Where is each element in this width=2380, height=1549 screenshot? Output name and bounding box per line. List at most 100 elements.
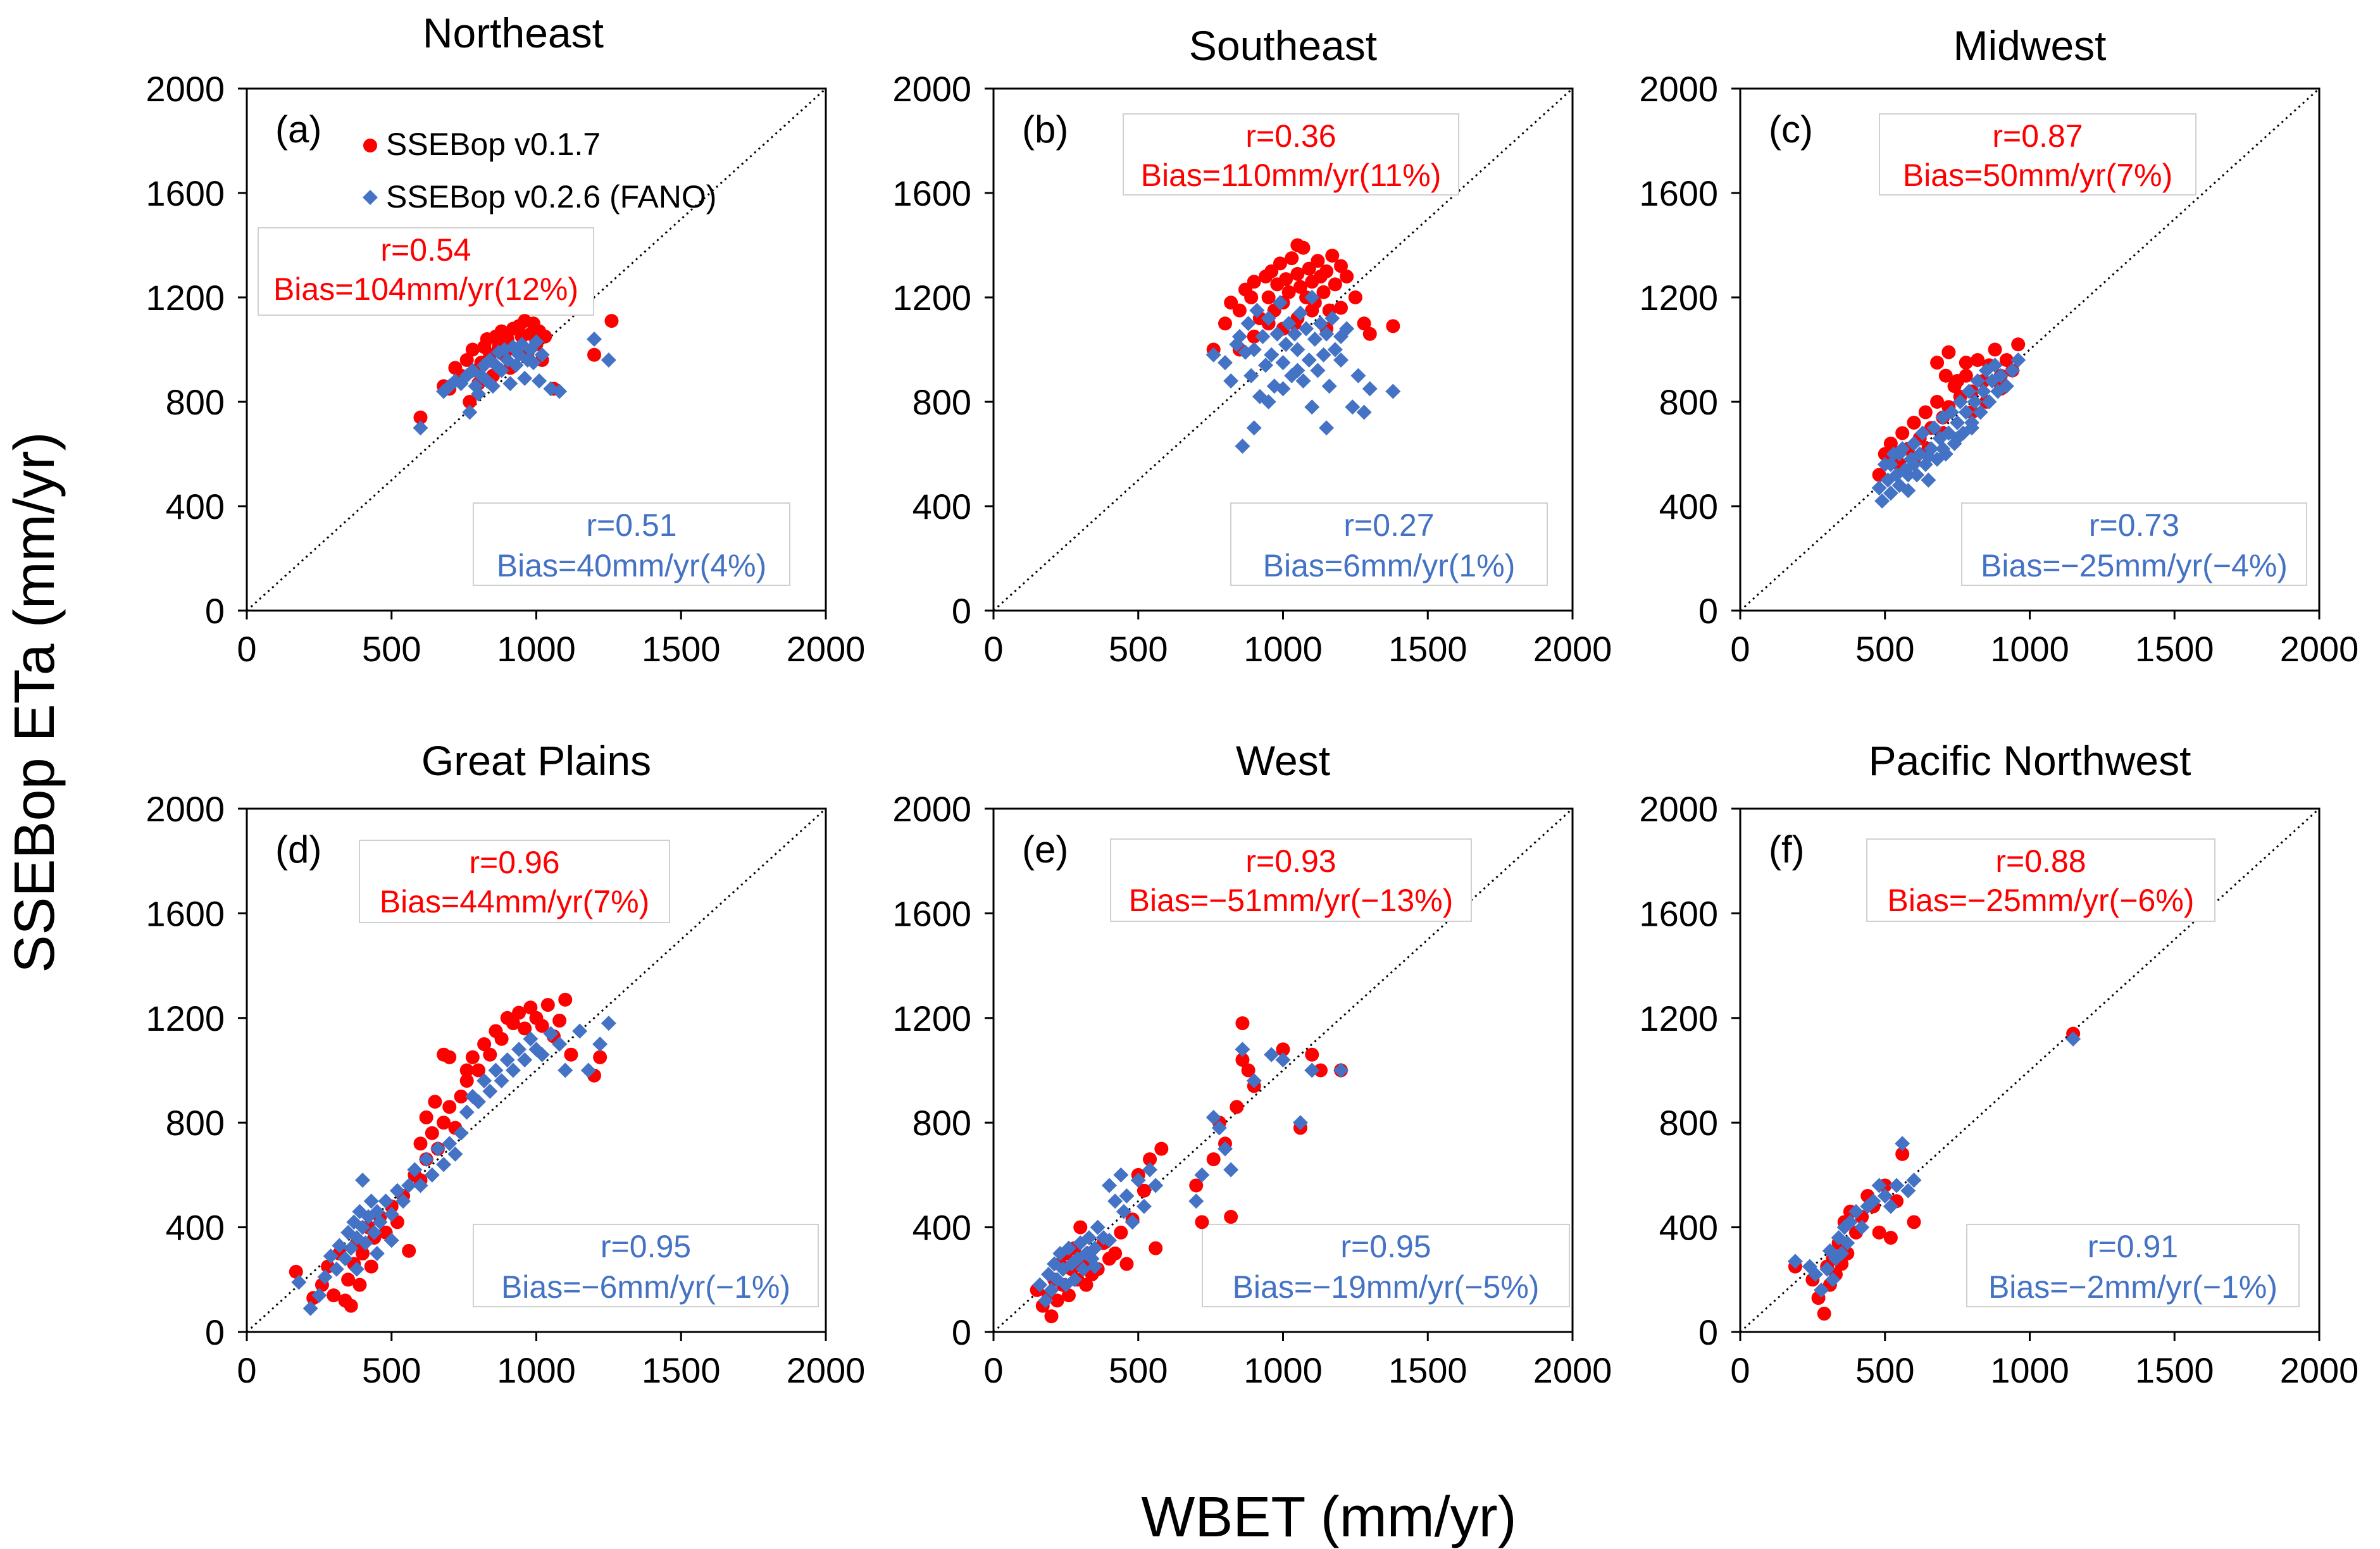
point-v017 [1293, 280, 1307, 294]
point-v026 [523, 1031, 539, 1047]
point-v026 [494, 1073, 509, 1089]
point-v017 [1907, 1215, 1921, 1229]
x-axis-title: WBET (mm/yr) [1141, 1486, 1516, 1549]
point-v026 [528, 334, 544, 350]
x-tick-label: 2000 [2280, 1350, 2359, 1390]
x-tick-label: 1500 [2135, 629, 2214, 669]
point-v026 [1136, 1198, 1152, 1214]
y-tick-label: 400 [166, 487, 225, 526]
stats-box-v026 [1966, 1224, 2300, 1307]
point-v026 [525, 355, 541, 371]
point-v026 [1312, 316, 1328, 332]
point-v017 [1279, 272, 1293, 287]
stats-box-v017 [258, 227, 594, 316]
point-v026 [355, 1219, 370, 1235]
point-v026 [1278, 337, 1294, 352]
panel-letter-label: (c) [1769, 108, 1813, 151]
point-v017 [1918, 405, 1933, 420]
point-v026 [1921, 449, 1936, 464]
point-v026 [505, 1062, 521, 1078]
point-v026 [1319, 420, 1335, 436]
y-tick-label: 0 [952, 1312, 971, 1352]
y-tick-label: 1200 [892, 278, 971, 318]
point-v026 [1261, 311, 1276, 326]
point-v017 [1895, 426, 1910, 440]
y-tick-label: 2000 [146, 789, 225, 829]
point-v026 [1895, 1136, 1910, 1152]
y-tick-label: 1200 [146, 278, 225, 318]
point-v017 [1895, 1147, 1910, 1161]
point-v026 [2005, 363, 2021, 378]
point-v017 [1073, 1220, 1088, 1235]
point-v017 [1154, 1142, 1169, 1156]
stat-r-v017: r=0.36 [1245, 118, 1336, 154]
point-v017 [465, 342, 480, 357]
y-tick-label: 1600 [146, 893, 225, 933]
x-tick-label: 1000 [497, 629, 576, 669]
point-v026 [453, 1125, 469, 1141]
x-tick-label: 1500 [642, 629, 721, 669]
y-tick-label: 1600 [146, 173, 225, 213]
point-v026 [396, 1193, 411, 1209]
stats-box-v017 [1866, 838, 2215, 922]
point-v026 [534, 347, 550, 363]
point-v026 [1075, 1261, 1091, 1277]
stats-box-v026 [1202, 1224, 1570, 1307]
point-v017 [494, 1031, 509, 1046]
point-v026 [369, 1245, 385, 1261]
point-v026 [1842, 1214, 1858, 1230]
point-v017 [1050, 1293, 1064, 1308]
y-tick-label: 1600 [1639, 173, 1718, 213]
point-v026 [558, 1062, 573, 1078]
point-v017 [1313, 1063, 1328, 1078]
point-v026 [337, 1251, 353, 1267]
panel-title: West [1236, 737, 1330, 784]
point-v026 [1981, 394, 1997, 409]
point-v026 [1848, 1204, 1864, 1219]
point-v026 [413, 420, 428, 436]
point-v017 [1348, 290, 1362, 304]
point-v017 [1276, 1042, 1290, 1057]
point-v017 [523, 1000, 538, 1015]
panel-letter-label: (a) [275, 108, 321, 151]
stat-bias-v026: Bias=40mm/yr(4%) [497, 548, 767, 583]
point-v026 [485, 378, 501, 394]
point-v026 [1319, 326, 1335, 342]
point-v017 [1244, 290, 1259, 304]
point-v017 [1261, 290, 1276, 304]
point-v026 [1970, 373, 1986, 389]
legend-label-v026: SSEBop v0.2.6 (FANO) [386, 179, 716, 215]
point-v026 [1333, 1062, 1349, 1078]
x-tick-label: 2000 [1533, 629, 1612, 669]
point-v017 [1872, 1225, 1886, 1240]
point-v026 [543, 1026, 559, 1042]
y-tick-label: 2000 [1639, 69, 1718, 109]
stats-box-v017 [1123, 113, 1459, 196]
point-v026 [552, 383, 568, 399]
point-v017 [1930, 356, 1945, 370]
point-v026 [1921, 472, 1936, 488]
point-v026 [1292, 1115, 1308, 1131]
point-v017 [1224, 1210, 1238, 1224]
point-v026 [1307, 332, 1323, 347]
stat-r-v026: r=0.95 [1340, 1229, 1431, 1264]
point-v017 [1189, 1178, 1204, 1193]
point-v017 [1878, 447, 1892, 461]
point-v026 [413, 1178, 428, 1193]
stat-r-v017: r=0.54 [380, 232, 471, 268]
stat-r-v017: r=0.88 [1995, 843, 2086, 879]
point-v026 [323, 1248, 339, 1264]
point-v026 [1304, 1062, 1320, 1078]
stats-box-v017 [359, 840, 670, 923]
point-v017 [535, 1019, 549, 1033]
point-v026 [1246, 420, 1262, 436]
y-tick-label: 800 [1659, 1103, 1718, 1143]
point-v017 [1218, 316, 1232, 331]
point-v017 [1971, 353, 1985, 367]
point-v026 [1255, 328, 1271, 344]
point-v026 [1044, 1282, 1059, 1298]
point-v026 [311, 1288, 327, 1303]
point-v017 [1325, 249, 1340, 263]
point-v026 [1807, 1267, 1823, 1283]
y-tick-label: 2000 [1639, 789, 1718, 829]
